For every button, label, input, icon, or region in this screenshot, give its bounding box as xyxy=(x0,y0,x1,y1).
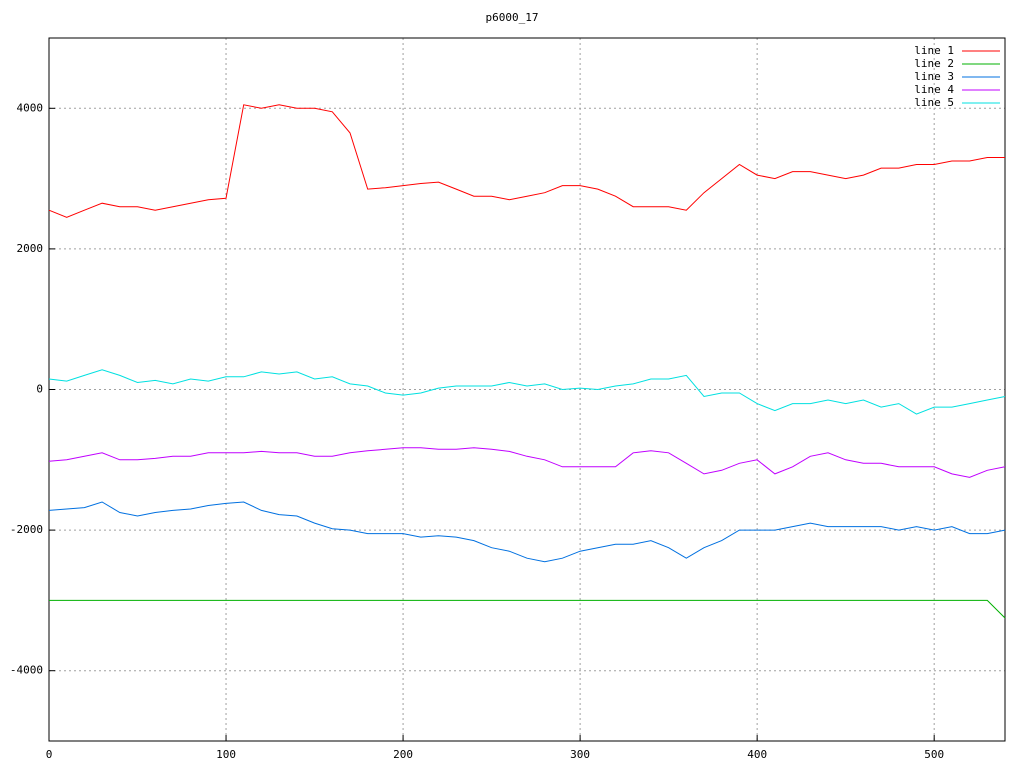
x-tick-label: 400 xyxy=(747,748,767,761)
y-tick-label: -4000 xyxy=(10,664,43,677)
legend-label: line 2 xyxy=(914,57,954,70)
series-line xyxy=(48,501,1006,563)
legend-label: line 3 xyxy=(914,70,954,83)
chart-title: p6000_17 xyxy=(486,11,539,24)
y-tick-label: 2000 xyxy=(17,242,44,255)
x-tick-label: 0 xyxy=(46,748,53,761)
y-tick-label: 4000 xyxy=(17,101,44,114)
series-line xyxy=(48,104,1005,218)
series-line xyxy=(49,599,1006,619)
x-tick-label: 200 xyxy=(393,748,413,761)
legend-label: line 4 xyxy=(914,83,954,96)
series-line xyxy=(48,447,1006,478)
x-tick-label: 100 xyxy=(216,748,236,761)
x-tick-label: 500 xyxy=(924,748,944,761)
series-line xyxy=(48,369,1006,415)
x-tick-label: 300 xyxy=(570,748,590,761)
legend-label: line 5 xyxy=(914,96,954,109)
plot-frame xyxy=(48,37,1006,742)
legend-label: line 1 xyxy=(914,44,954,57)
y-tick-label: -2000 xyxy=(10,523,43,536)
y-tick-label: 0 xyxy=(36,383,43,396)
